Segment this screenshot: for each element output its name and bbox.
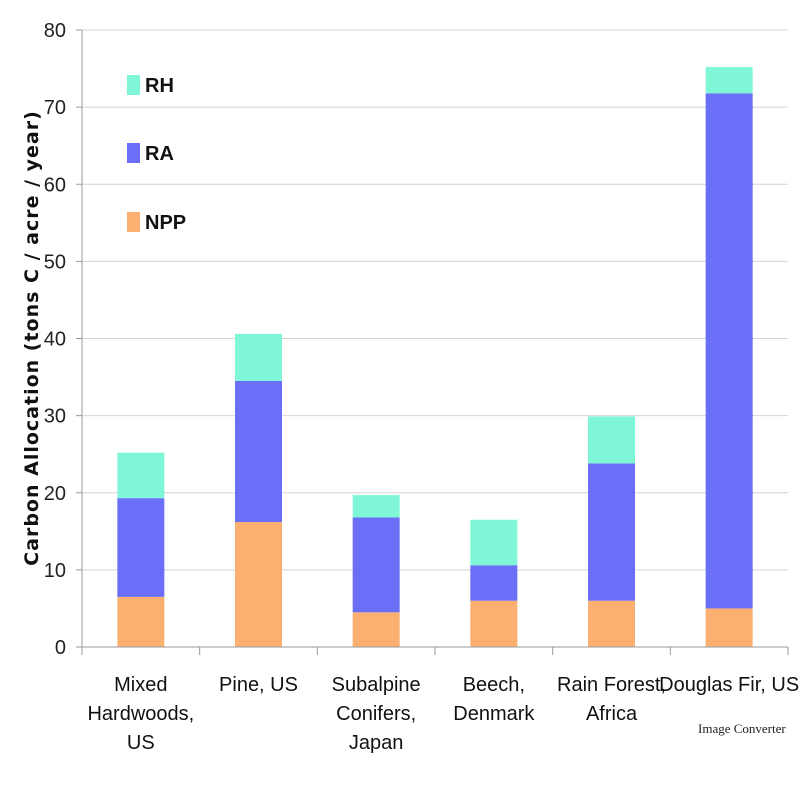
legend-label-rh: RH xyxy=(145,75,174,97)
y-tick-label: 20 xyxy=(44,483,66,505)
legend-swatch-ra xyxy=(127,143,140,163)
y-tick-label: 10 xyxy=(44,560,66,582)
y-tick-label: 30 xyxy=(44,406,66,428)
gridlines xyxy=(82,29,788,571)
bars xyxy=(117,67,753,647)
legend-swatch-npp xyxy=(127,212,140,232)
bar-segment-ra xyxy=(705,93,753,609)
x-category-label: Rain Forest, Africa xyxy=(557,674,666,725)
bar-segment-ra xyxy=(470,565,518,601)
legend-label-npp: NPP xyxy=(145,212,186,234)
bar-segment-rh xyxy=(235,333,282,381)
bar-segment-npp xyxy=(470,600,518,647)
y-tick-label: 70 xyxy=(44,97,66,119)
x-category-labels: Mixed Hardwoods, US Pine, US Subalpine Conife… xyxy=(87,674,799,754)
y-tick-label: 40 xyxy=(44,329,66,351)
bar-segment-rh xyxy=(588,416,635,464)
bar-segment-rh xyxy=(470,519,518,566)
legend-label-ra: RA xyxy=(145,143,174,165)
bar-segment-ra xyxy=(588,463,635,601)
legend-swatch-rh xyxy=(127,75,140,95)
bar-segment-npp xyxy=(117,596,165,647)
bar-segment-npp xyxy=(235,522,282,647)
x-category-label: Mixed Hardwoods, US xyxy=(87,674,194,754)
y-axis-label: Carbon Allocation (tons C / acre / year) xyxy=(21,110,43,566)
bar-segment-ra xyxy=(235,380,282,523)
bar-segment-npp xyxy=(705,608,753,647)
bar-segment-npp xyxy=(588,600,635,647)
y-tick-label: 80 xyxy=(44,20,66,42)
x-category-label: Douglas Fir, US xyxy=(659,674,799,696)
bar-segment-npp xyxy=(352,612,400,647)
axes xyxy=(76,29,789,655)
bar-segment-rh xyxy=(117,452,165,499)
x-category-label: Pine, US xyxy=(219,674,298,696)
x-category-label: Beech, Denmark xyxy=(453,674,535,725)
x-category-label: Subalpine Conifers, Japan xyxy=(332,674,421,754)
y-tick-label: 0 xyxy=(55,637,66,659)
bar-segment-rh xyxy=(352,495,400,518)
y-tick-labels: 0 10 20 30 40 50 60 70 80 xyxy=(44,20,66,659)
bar-segment-ra xyxy=(352,517,400,613)
bar-segment-rh xyxy=(705,67,753,94)
y-tick-label: 50 xyxy=(44,251,66,273)
y-tick-label: 60 xyxy=(44,174,66,196)
bar-segment-ra xyxy=(117,498,165,597)
watermark-text: Image Converter xyxy=(698,721,786,736)
legend: RH RA NPP xyxy=(127,75,186,234)
